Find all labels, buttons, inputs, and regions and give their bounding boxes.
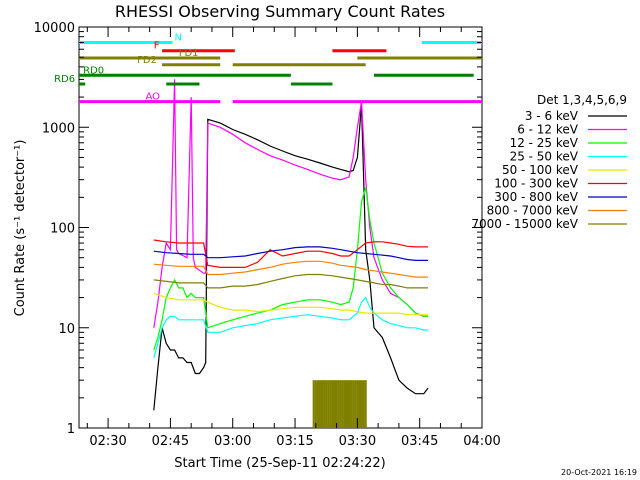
y-tick-label: 1	[67, 422, 75, 437]
plot-frame	[78, 26, 483, 429]
state-bar-label: F	[154, 41, 160, 52]
legend-label: 800 - 7000 keV	[487, 204, 579, 218]
x-tick-label: 03:00	[214, 434, 251, 449]
series-line	[153, 273, 428, 289]
series-line	[153, 239, 428, 268]
chart-title: RHESSI Observing Summary Count Rates	[115, 2, 445, 21]
series-line	[153, 79, 428, 328]
x-tick-label: 02:45	[152, 434, 189, 449]
legend-label: 3 - 6 keV	[525, 109, 579, 123]
legend-label: 100 - 300 keV	[494, 177, 578, 191]
x-tick-label: 03:30	[339, 434, 376, 449]
footer-date: 20-Oct-2021 16:19	[561, 468, 637, 477]
state-bar-label: N	[175, 33, 182, 44]
series-line	[153, 260, 428, 278]
series-line	[153, 187, 428, 351]
series-line	[153, 246, 428, 261]
x-tick-label: 03:15	[276, 434, 313, 449]
state-bar-label: FD2	[137, 55, 157, 66]
legend-label: 6 - 12 keV	[517, 123, 579, 137]
y-axis-label: Count Rate (s⁻¹ detector⁻¹)	[13, 140, 28, 317]
series-line	[153, 296, 428, 359]
legend-label: 50 - 100 keV	[502, 163, 579, 177]
y-tick-label: 10000	[34, 21, 75, 36]
y-tick-label: 10	[58, 322, 75, 337]
series-line	[153, 104, 429, 411]
state-bar-label: AO	[145, 92, 160, 103]
series-line	[153, 292, 428, 316]
state-bar-label: RD0	[83, 65, 104, 76]
axes: 02:30 02:45 03:00 03:15 03:30 03:45 04:00 1 10 10…	[34, 21, 501, 449]
plot-area: N F FD1 FD2 RD0 RD6 AO	[54, 33, 482, 428]
state-bar-label: FD1	[179, 48, 199, 59]
legend-label: 25 - 50 keV	[510, 150, 579, 164]
x-tick-label: 03:45	[401, 434, 438, 449]
legend-label: 12 - 25 keV	[510, 136, 579, 150]
y-tick-label: 1000	[42, 121, 75, 136]
x-tick-label: 02:30	[89, 434, 126, 449]
x-axis-label: Start Time (25-Sep-11 02:24:22)	[174, 456, 385, 471]
legend-label: 300 - 800 keV	[494, 190, 578, 204]
state-bar-label: RD6	[54, 74, 75, 85]
x-tick-label: 04:00	[463, 434, 500, 449]
legend-label: 7000 - 15000 keV	[471, 217, 578, 231]
legend-title: Det 1,3,4,5,6,9	[537, 93, 627, 107]
y-tick-label: 100	[50, 222, 75, 237]
